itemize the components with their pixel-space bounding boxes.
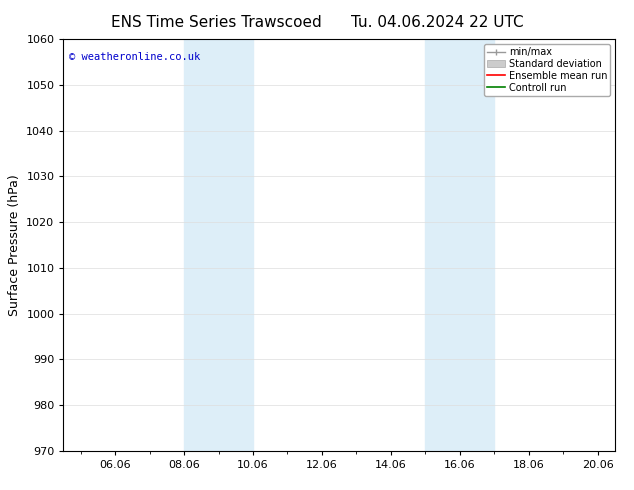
Y-axis label: Surface Pressure (hPa): Surface Pressure (hPa) bbox=[8, 174, 21, 316]
Legend: min/max, Standard deviation, Ensemble mean run, Controll run: min/max, Standard deviation, Ensemble me… bbox=[484, 44, 610, 96]
Bar bbox=[425, 39, 495, 451]
Bar bbox=[184, 39, 253, 451]
Text: ENS Time Series Trawscoed      Tu. 04.06.2024 22 UTC: ENS Time Series Trawscoed Tu. 04.06.2024… bbox=[111, 15, 523, 30]
Text: © weatheronline.co.uk: © weatheronline.co.uk bbox=[69, 51, 200, 62]
